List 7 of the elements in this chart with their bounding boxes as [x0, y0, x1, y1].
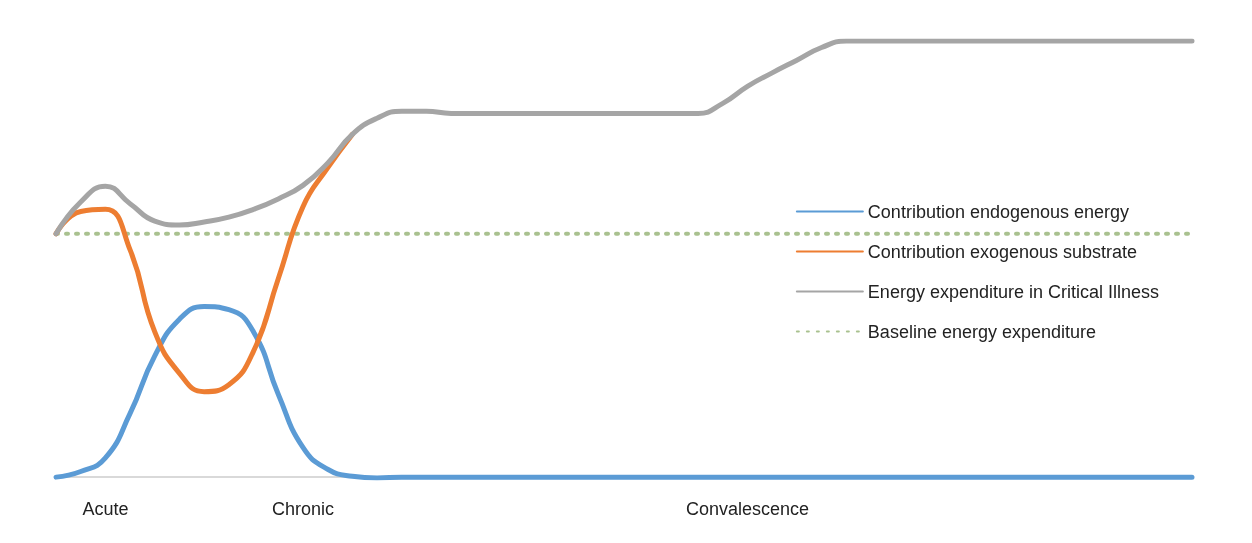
x-tick-label: Chronic [271, 499, 334, 519]
legend-label: Contribution endogenous energy [867, 201, 1130, 222]
x-tick-label: Convalescence [685, 499, 810, 519]
legend-label: Contribution exogenous substrate [867, 241, 1138, 262]
legend-label: Baseline energy expenditure [867, 321, 1097, 342]
legend-label: Energy expenditure in Critical Illness [867, 281, 1159, 302]
x-tick-label: Acute [82, 499, 129, 519]
